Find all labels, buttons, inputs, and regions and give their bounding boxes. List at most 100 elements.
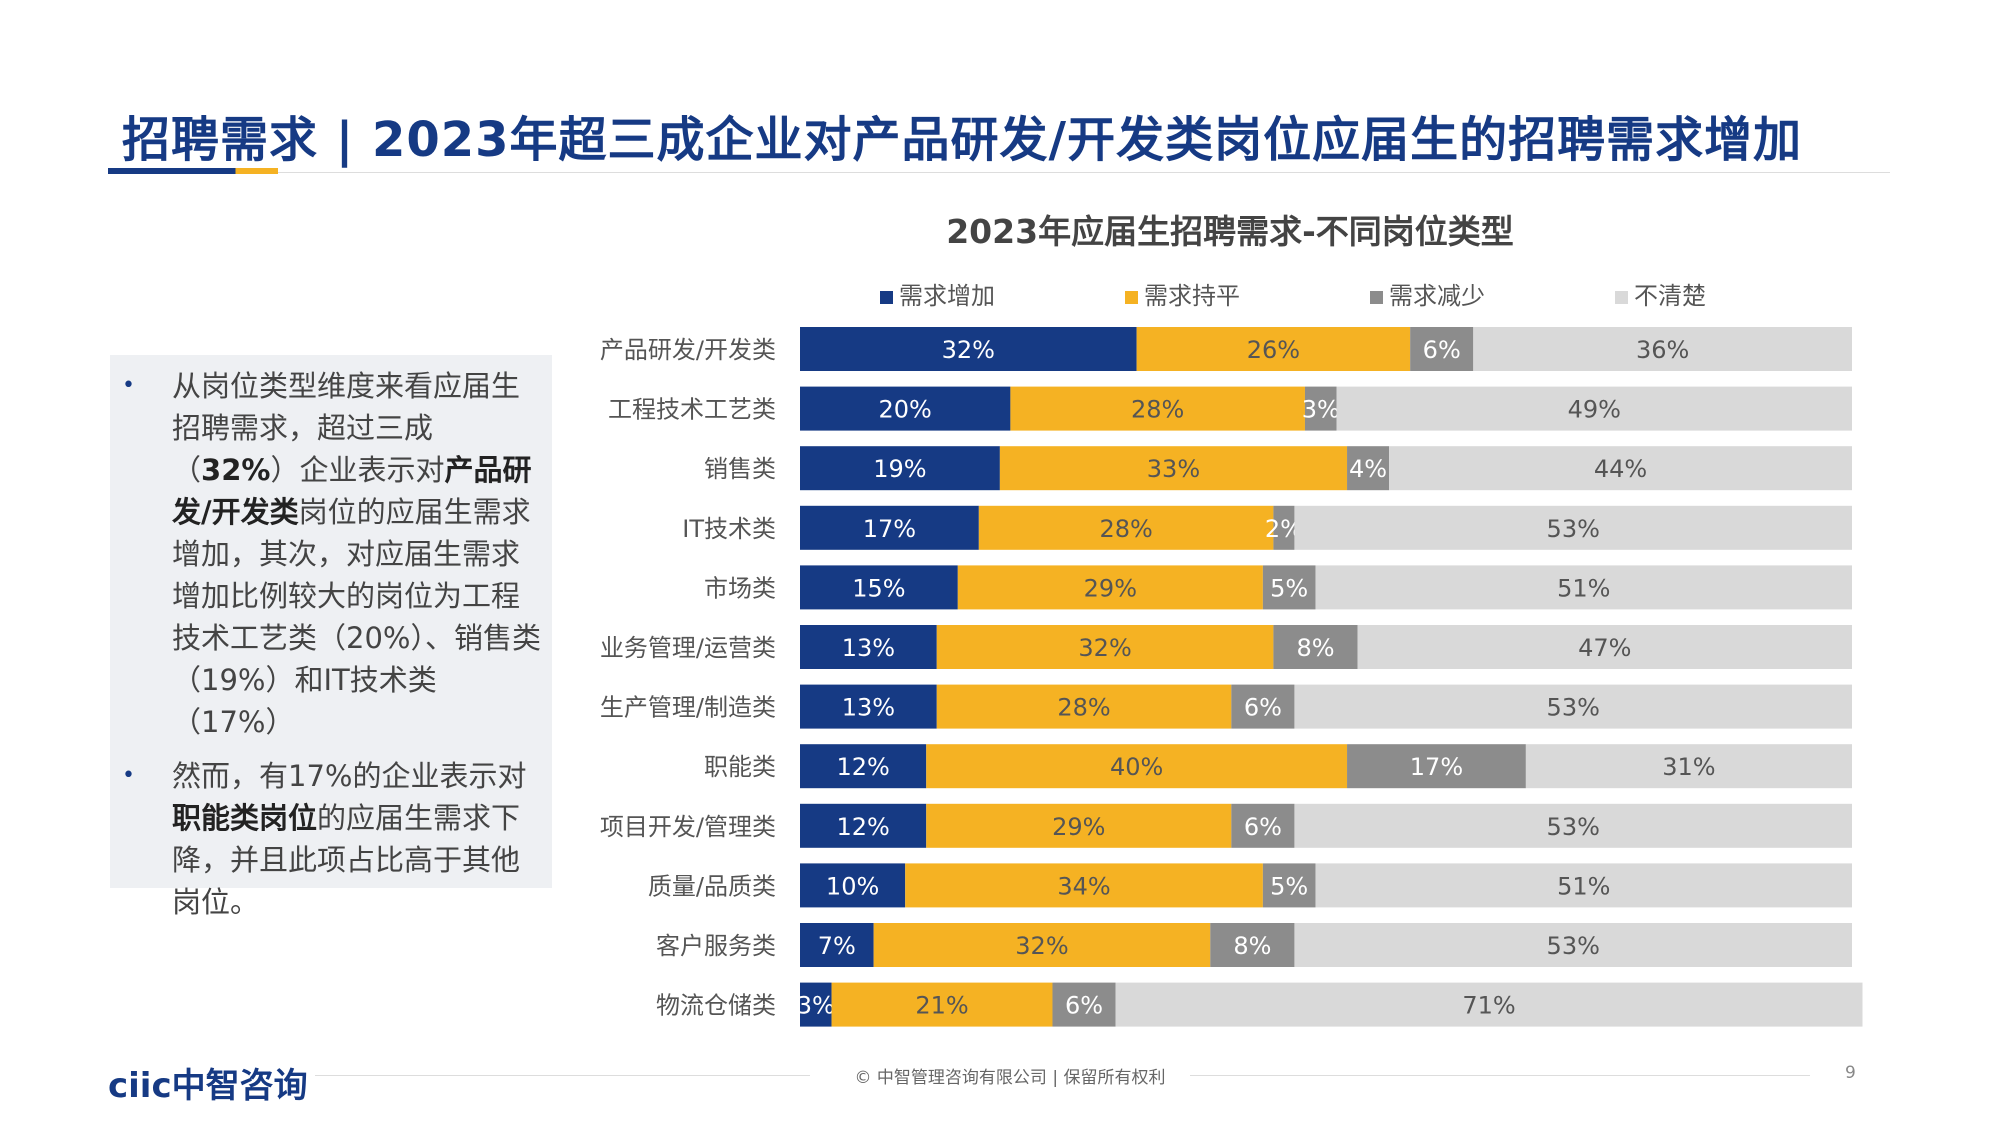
bar-segment	[999, 446, 1348, 491]
category-label: 产品研发/开发类	[600, 336, 776, 364]
data-label: 6%	[1244, 694, 1282, 722]
data-label: 26%	[1247, 336, 1300, 364]
title-divider	[278, 172, 1890, 173]
bar-segment	[1231, 803, 1295, 848]
data-label: 53%	[1547, 515, 1600, 543]
data-label: 47%	[1578, 634, 1631, 662]
legend-item: 需求减少	[1370, 276, 1485, 311]
data-label: 8%	[1296, 634, 1334, 662]
summary-panel: • 从岗位类型维度来看应届生招聘需求，超过三成（32%）企业表示对产品研发/开发…	[110, 355, 552, 919]
bar-segment	[978, 505, 1274, 550]
bar-segment	[1052, 982, 1116, 1027]
data-label: 53%	[1547, 694, 1600, 722]
legend-swatch-icon	[1615, 290, 1628, 304]
category-label: 工程技术工艺类	[608, 396, 776, 424]
data-label: 5%	[1270, 872, 1308, 900]
legend-label: 需求增加	[899, 282, 995, 310]
summary-bullet-2: • 然而，有17%的企业表示对职能类岗位的应届生需求下降，并且此项占比高于其他岗…	[110, 755, 542, 923]
chart-legend: 需求增加 需求持平 需求减少 不清楚	[880, 276, 1780, 312]
data-label: 32%	[1078, 634, 1131, 662]
bullet-dot-icon: •	[122, 373, 135, 398]
bar-segment	[1304, 386, 1337, 431]
bar-segment	[1273, 505, 1295, 550]
bar-segment	[873, 923, 1211, 967]
bar-segment	[800, 923, 874, 967]
page-title: 招聘需求 | 2023年超三成企业对产品研发/开发类岗位应届生的招聘需求增加	[122, 112, 1803, 168]
data-label: 13%	[842, 694, 895, 722]
data-label: 29%	[1084, 574, 1137, 602]
bar-segment	[1347, 744, 1526, 789]
data-label: 32%	[942, 336, 995, 364]
bullet-text: 然而，有17%的企业表示对	[172, 759, 527, 793]
bar-segment	[800, 982, 832, 1027]
bar-segment	[926, 803, 1232, 848]
data-label: 10%	[826, 872, 879, 900]
bar-segment	[926, 744, 1348, 789]
data-label: 12%	[836, 753, 889, 781]
data-label: 3%	[1302, 396, 1340, 424]
bar-segment	[936, 684, 1232, 729]
bar-segment	[1294, 505, 1852, 550]
data-label: 6%	[1065, 992, 1103, 1020]
bar-segment	[1357, 625, 1852, 669]
data-label: 32%	[1015, 932, 1068, 960]
legend-item: 需求持平	[1125, 276, 1240, 311]
data-label: 7%	[818, 932, 856, 960]
data-label: 34%	[1057, 872, 1110, 900]
category-label: 物流仓储类	[656, 992, 776, 1020]
data-label: 19%	[873, 455, 926, 483]
legend-swatch-icon	[880, 290, 893, 304]
bar-segment	[800, 863, 906, 908]
category-label: 业务管理/运营类	[600, 634, 776, 662]
bar-segment	[1115, 982, 1863, 1027]
category-label: IT技术类	[682, 515, 776, 543]
legend-swatch-icon	[1125, 290, 1138, 304]
footer-logo: ciic中智咨询	[108, 1066, 308, 1106]
legend-label: 需求持平	[1144, 282, 1240, 310]
data-label: 6%	[1244, 813, 1282, 841]
data-label: 40%	[1110, 753, 1163, 781]
bar-segment	[800, 505, 979, 550]
bar-segment	[800, 744, 927, 789]
bar-segment	[800, 684, 937, 729]
data-label: 28%	[1131, 396, 1184, 424]
data-label: 53%	[1547, 813, 1600, 841]
footer-divider-left	[315, 1075, 810, 1076]
category-label: 项目开发/管理类	[600, 813, 776, 841]
bar-segment	[1262, 565, 1316, 610]
bar-segment	[1231, 684, 1295, 729]
data-label: 20%	[879, 396, 932, 424]
data-label: 13%	[842, 634, 895, 662]
legend-item: 不清楚	[1615, 276, 1706, 311]
bar-segment	[831, 982, 1053, 1027]
page-number: 9	[1845, 1063, 1856, 1083]
bullet-highlight: 职能类岗位	[172, 801, 318, 835]
category-label: 市场类	[704, 574, 776, 602]
bullet-dot-icon: •	[122, 763, 135, 788]
bar-segment	[957, 565, 1263, 610]
bar-segment	[1136, 327, 1411, 371]
bar-segment	[1210, 923, 1295, 967]
bar-segment	[800, 386, 1011, 431]
bar-segment	[1294, 684, 1852, 729]
data-label: 17%	[863, 515, 916, 543]
chart-title: 2023年应届生招聘需求-不同岗位类型	[946, 212, 1514, 251]
bullet-highlight: 32%	[201, 453, 271, 487]
data-label: 31%	[1662, 753, 1715, 781]
category-label: 质量/品质类	[648, 872, 776, 900]
bar-segment	[1010, 386, 1305, 431]
summary-bullet-1: • 从岗位类型维度来看应届生招聘需求，超过三成（32%）企业表示对产品研发/开发…	[110, 365, 542, 743]
legend-item: 需求增加	[880, 276, 995, 311]
data-label: 44%	[1594, 455, 1647, 483]
bar-segment	[1262, 863, 1316, 908]
category-label: 生产管理/制造类	[600, 694, 776, 722]
bar-segment	[1294, 803, 1852, 848]
legend-label: 不清楚	[1634, 282, 1706, 310]
data-label: 36%	[1636, 336, 1689, 364]
legend-label: 需求减少	[1389, 282, 1485, 310]
bar-segment	[800, 327, 1137, 371]
data-label: 21%	[915, 992, 968, 1020]
bar-segment	[1273, 625, 1358, 669]
bar-segment	[1315, 863, 1852, 908]
